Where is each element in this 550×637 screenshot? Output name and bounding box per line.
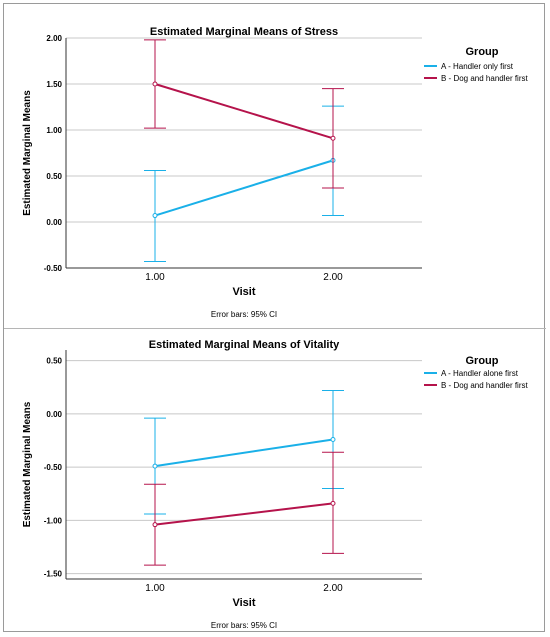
legend-entry: B - Dog and handler first bbox=[441, 74, 528, 83]
y-tick-label: 1.50 bbox=[46, 80, 62, 89]
data-point bbox=[152, 522, 158, 528]
x-axis-label: Visit bbox=[232, 597, 255, 609]
chart-title: Estimated Marginal Means of Vitality bbox=[149, 339, 340, 351]
data-point bbox=[330, 135, 336, 141]
stress-chart-panel: 2.00 1.50 1.00 0.50 0.00 -0.50 1.00 2.00 Estimat… bbox=[4, 4, 546, 326]
plot-area bbox=[66, 38, 422, 268]
plot-area bbox=[66, 350, 422, 579]
footnote: Error bars: 95% CI bbox=[211, 621, 277, 630]
data-point bbox=[152, 463, 158, 469]
y-tick-label: 0.00 bbox=[46, 410, 62, 419]
legend-title: Group bbox=[466, 46, 499, 58]
legend-title: Group bbox=[466, 355, 499, 367]
legend-entry: B - Dog and handler first bbox=[441, 381, 528, 390]
data-point bbox=[330, 436, 336, 442]
y-tick-label: 0.00 bbox=[46, 218, 62, 227]
vitality-chart-panel: 0.50 0.00 -0.50 -1.00 -1.50 1.00 2.00 Estimated… bbox=[4, 331, 546, 633]
y-tick-label: 2.00 bbox=[46, 34, 62, 43]
data-point bbox=[152, 81, 158, 87]
y-axis-label: Estimated Marginal Means bbox=[22, 90, 33, 216]
series-line bbox=[154, 438, 334, 468]
x-tick-label: 1.00 bbox=[145, 583, 165, 594]
series-line bbox=[154, 502, 334, 526]
output-frame: 2.00 1.50 1.00 0.50 0.00 -0.50 1.00 2.00 Estimat… bbox=[3, 3, 546, 633]
series-line bbox=[154, 83, 334, 140]
legend-entry: A - Handler only first bbox=[441, 62, 514, 71]
y-tick-label: -0.50 bbox=[44, 463, 63, 472]
y-tick-label: 0.50 bbox=[46, 172, 62, 181]
panel-divider bbox=[4, 328, 546, 329]
x-tick-label: 1.00 bbox=[145, 272, 165, 283]
legend-entry: A - Handler alone first bbox=[441, 369, 519, 378]
series-line bbox=[154, 159, 334, 217]
data-point bbox=[330, 500, 336, 506]
x-axis-label: Visit bbox=[232, 286, 255, 298]
x-tick-label: 2.00 bbox=[323, 272, 343, 283]
x-tick-label: 2.00 bbox=[323, 583, 343, 594]
y-tick-label: -1.50 bbox=[44, 570, 63, 579]
stress-chart: 2.00 1.50 1.00 0.50 0.00 -0.50 1.00 2.00 Estimat… bbox=[22, 26, 528, 319]
y-tick-label: -1.00 bbox=[44, 516, 63, 525]
vitality-chart: 0.50 0.00 -0.50 -1.00 -1.50 1.00 2.00 Estimated… bbox=[22, 339, 528, 630]
y-axis-label: Estimated Marginal Means bbox=[22, 401, 33, 527]
y-tick-label: 1.00 bbox=[46, 126, 62, 135]
y-tick-label: -0.50 bbox=[44, 264, 63, 273]
chart-title: Estimated Marginal Means of Stress bbox=[150, 26, 338, 38]
y-tick-label: 0.50 bbox=[46, 357, 62, 366]
data-point bbox=[152, 213, 158, 219]
footnote: Error bars: 95% CI bbox=[211, 310, 277, 319]
